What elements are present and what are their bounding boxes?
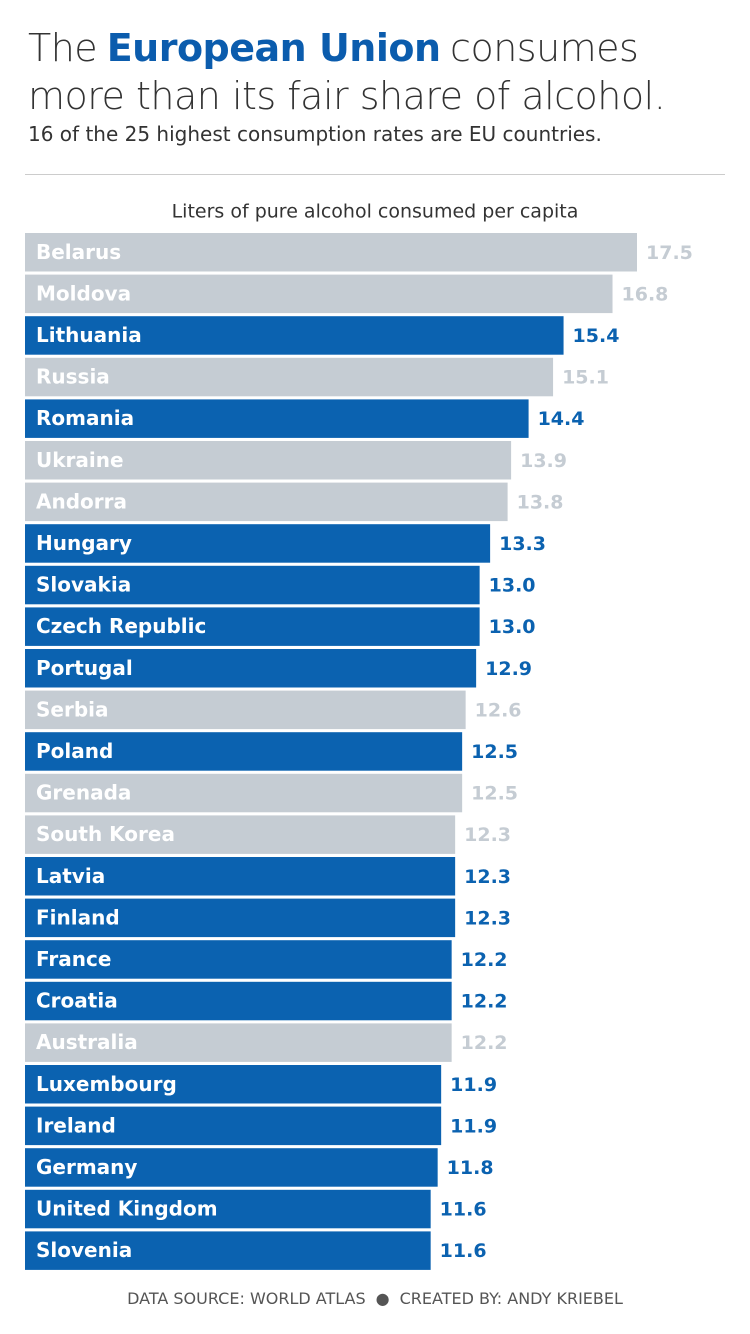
category-label: Grenada: [36, 781, 131, 805]
value-label: 12.3: [464, 907, 511, 929]
category-label: Romania: [36, 406, 134, 430]
category-label: France: [36, 947, 111, 971]
value-label: 12.5: [471, 741, 518, 763]
category-label: United Kingdom: [36, 1197, 218, 1221]
bar: [25, 316, 564, 355]
value-label: 15.4: [573, 325, 620, 347]
value-label: 12.6: [475, 699, 522, 721]
bar: [25, 1189, 431, 1229]
value-label: 11.9: [450, 1115, 497, 1137]
category-label: Poland: [36, 739, 113, 763]
value-label: 16.8: [622, 283, 669, 305]
category-label: Australia: [36, 1030, 138, 1054]
category-label: Czech Republic: [36, 614, 206, 638]
value-label: 15.1: [562, 367, 609, 389]
value-label: 17.5: [646, 242, 693, 264]
bar: [25, 773, 463, 813]
separator: ●: [375, 1289, 390, 1308]
category-label: Finland: [36, 905, 120, 929]
bar: [25, 524, 491, 563]
value-label: 11.6: [440, 1199, 487, 1221]
bar: [25, 1106, 442, 1146]
value-label: 13.3: [499, 533, 546, 555]
value-label: 13.9: [520, 450, 567, 472]
value-label: 12.2: [461, 991, 508, 1013]
bar: [25, 399, 529, 438]
bar: [25, 565, 480, 605]
bar: [25, 357, 554, 397]
value-label: 13.0: [489, 616, 536, 638]
value-label: 12.5: [471, 783, 518, 805]
bar: [25, 441, 512, 480]
value-label: 14.4: [538, 408, 585, 430]
category-label: Andorra: [36, 489, 127, 513]
bar: [25, 1065, 442, 1104]
bar: [25, 857, 456, 896]
category-label: Croatia: [36, 989, 118, 1013]
value-label: 12.2: [461, 949, 508, 971]
bar: [25, 607, 480, 646]
value-label: 13.0: [489, 575, 536, 597]
bar: [25, 898, 456, 938]
value-label: 13.8: [517, 491, 564, 513]
category-label: Hungary: [36, 531, 132, 555]
category-label: Belarus: [36, 240, 121, 264]
title: The European Union consumes more than its …: [28, 24, 728, 120]
category-label: Russia: [36, 365, 110, 389]
category-label: Luxembourg: [36, 1072, 177, 1096]
title-text: The: [28, 26, 98, 70]
axis-title: Liters of pure alcohol consumed per capi…: [172, 201, 579, 223]
chart: Liters of pure alcohol consumed per capi…: [25, 201, 693, 1270]
category-label: Lithuania: [36, 323, 142, 347]
category-label: Latvia: [36, 864, 105, 888]
value-label: 12.2: [461, 1032, 508, 1054]
category-label: Serbia: [36, 697, 109, 721]
source: DATA SOURCE: WORLD ATLAS: [127, 1289, 366, 1308]
category-label: Ireland: [36, 1113, 116, 1137]
category-label: Germany: [36, 1155, 137, 1179]
bar: [25, 815, 456, 854]
bar: [25, 274, 613, 314]
category-label: South Korea: [36, 822, 175, 846]
bar: [25, 981, 452, 1021]
bar: [25, 233, 637, 272]
bar: [25, 690, 466, 730]
value-label: 12.3: [464, 824, 511, 846]
value-label: 11.8: [447, 1157, 494, 1179]
value-label: 12.9: [485, 658, 532, 680]
divider: [25, 174, 725, 175]
bar: [25, 732, 463, 771]
category-label: Slovenia: [36, 1238, 132, 1262]
title-highlight: European Union: [106, 26, 441, 70]
footer: DATA SOURCE: WORLD ATLAS ● CREATED BY: AND…: [0, 1289, 750, 1308]
bar: [25, 1231, 431, 1270]
bar: [25, 940, 452, 979]
bar: [25, 649, 477, 688]
bar: [25, 482, 508, 522]
title-text: consumes more than its fair share of alc…: [28, 26, 666, 118]
category-label: Ukraine: [36, 448, 124, 472]
category-label: Portugal: [36, 656, 133, 680]
value-label: 12.3: [464, 866, 511, 888]
bar: [25, 1148, 438, 1187]
value-label: 11.9: [450, 1074, 497, 1096]
category-label: Slovakia: [36, 573, 131, 597]
category-label: Moldova: [36, 281, 131, 305]
credit: CREATED BY: ANDY KRIEBEL: [399, 1289, 623, 1308]
subtitle: 16 of the 25 highest consumption rates a…: [28, 122, 602, 146]
value-label: 11.6: [440, 1240, 487, 1262]
bar: [25, 1023, 452, 1062]
